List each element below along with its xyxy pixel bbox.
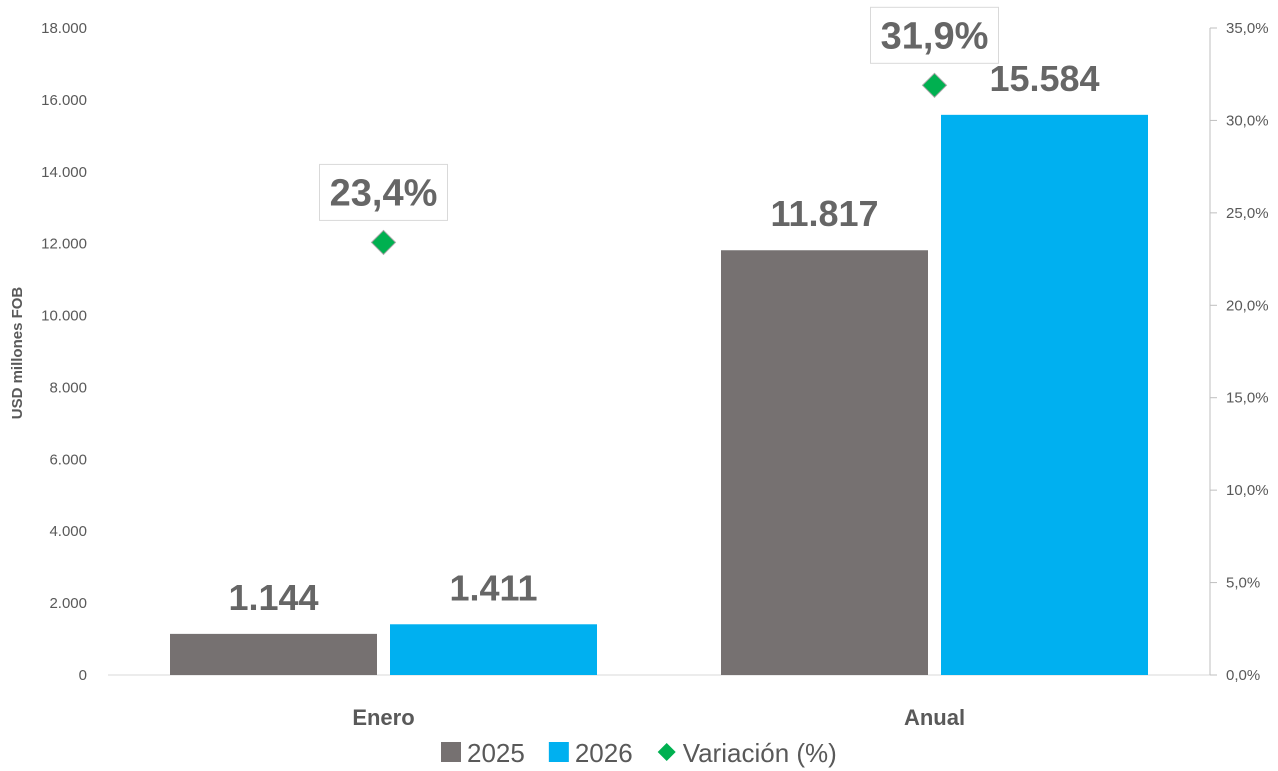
variation-marker [370,229,397,256]
y-tick-label: 0 [79,667,87,684]
variation-value-label: 31,9% [881,15,989,57]
x-category-label: Enero [352,705,414,730]
legend-swatch-variacion [657,743,676,761]
legend: 2025 2026 Variación (%) [441,738,837,768]
bar-2026-enero [390,624,597,675]
variation-marker [921,72,948,99]
y-tick-label: 18.000 [41,20,87,37]
x-category-label: Anual [904,705,965,730]
y2-tick-label: 30,0% [1226,112,1269,129]
bar-2026-anual [941,114,1148,675]
variation-label-box [870,6,999,64]
y-axis-title: USD millones FOB [9,287,26,420]
y-tick-label: 4.000 [49,523,87,540]
bar-2025-anual [721,250,928,675]
y2-tick-label: 10,0% [1226,482,1269,499]
y-tick-label: 6.000 [49,451,87,468]
y-tick-label: 2.000 [49,595,87,612]
legend-label: Variación (%) [683,738,837,768]
y2-tick-label: 15,0% [1226,390,1269,407]
y-tick-label: 10.000 [41,308,87,325]
variation-label-box [319,163,448,221]
legend-swatch-2026 [548,742,569,762]
legend-swatch-2025 [441,742,461,762]
bar-value-label: 11.817 [770,193,878,234]
bar-value-label: 1.411 [449,567,537,608]
variation-value-label: 23,4% [330,172,438,214]
y-tick-label: 14.000 [41,164,87,181]
y-tick-label: 16.000 [41,92,87,109]
axes-layer: 0 2.000 4.000 6.000 8.000 10.000 12.000 14.000 1… [41,20,1268,730]
y2-tick-label: 5,0% [1226,575,1260,592]
y2-tick-label: 0,0% [1226,667,1260,684]
markers-layer [370,72,948,256]
bar-2025-enero [170,633,377,675]
y-tick-label: 8.000 [49,379,87,396]
legend-label: 2025 [467,738,525,768]
legend-label: 2026 [575,738,633,768]
bar-value-label: 15.584 [989,58,1099,99]
y2-tick-label: 25,0% [1226,205,1269,222]
y2-tick-label: 20,0% [1226,297,1269,314]
bar-value-label: 1.144 [228,577,318,618]
y2-tick-label: 35,0% [1226,20,1269,37]
y-tick-label: 12.000 [41,236,87,253]
bars-layer [170,114,1148,675]
